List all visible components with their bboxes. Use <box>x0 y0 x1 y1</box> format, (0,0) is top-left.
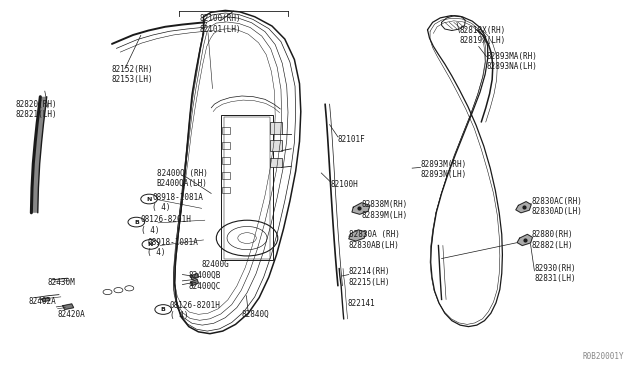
Text: 82830AC(RH)
82830AD(LH): 82830AC(RH) 82830AD(LH) <box>531 197 582 216</box>
Text: 82400QB
82400QC: 82400QB 82400QC <box>189 271 221 291</box>
Bar <box>222 172 230 179</box>
Text: 82893M(RH)
82893N(LH): 82893M(RH) 82893N(LH) <box>420 160 467 179</box>
Polygon shape <box>349 230 366 241</box>
Polygon shape <box>63 304 74 310</box>
Bar <box>270 140 282 151</box>
Text: 82100(RH)
82101(LH): 82100(RH) 82101(LH) <box>200 15 242 34</box>
Bar <box>222 142 230 149</box>
Text: 82152(RH)
82153(LH): 82152(RH) 82153(LH) <box>112 65 154 84</box>
Text: 08126-8201H
( 4): 08126-8201H ( 4) <box>170 301 220 320</box>
Polygon shape <box>516 202 531 213</box>
Text: 82930(RH)
82831(LH): 82930(RH) 82831(LH) <box>534 264 576 283</box>
Bar <box>222 157 230 164</box>
Text: 08918-1081A
( 4): 08918-1081A ( 4) <box>147 238 198 257</box>
Text: 82840Q: 82840Q <box>242 310 269 319</box>
Polygon shape <box>517 234 532 246</box>
Text: 82214(RH)
82215(LH): 82214(RH) 82215(LH) <box>349 267 390 287</box>
Polygon shape <box>352 203 370 214</box>
Text: B: B <box>161 307 166 312</box>
Bar <box>224 117 270 259</box>
Text: 822141: 822141 <box>348 299 375 308</box>
Text: 82100H: 82100H <box>331 180 358 189</box>
Bar <box>270 122 282 134</box>
Bar <box>221 115 273 260</box>
Text: 82838M(RH)
82839M(LH): 82838M(RH) 82839M(LH) <box>362 201 408 220</box>
Text: 08126-8201H
( 4): 08126-8201H ( 4) <box>141 215 191 235</box>
Text: 82400G: 82400G <box>202 260 229 269</box>
Text: R0B20001Y: R0B20001Y <box>582 352 624 361</box>
Text: N: N <box>148 242 153 247</box>
Bar <box>222 187 230 193</box>
Polygon shape <box>31 97 47 213</box>
Bar <box>222 127 230 134</box>
Polygon shape <box>191 279 198 286</box>
Polygon shape <box>42 298 50 302</box>
Text: 82893MA(RH)
82893NA(LH): 82893MA(RH) 82893NA(LH) <box>486 52 537 71</box>
Text: 82830A (RH)
82830AB(LH): 82830A (RH) 82830AB(LH) <box>349 230 399 250</box>
Text: N: N <box>147 196 152 202</box>
Text: 82880(RH)
82882(LH): 82880(RH) 82882(LH) <box>531 230 573 250</box>
Text: 82420A: 82420A <box>58 310 85 319</box>
Polygon shape <box>191 273 198 280</box>
Text: 82430M: 82430M <box>48 278 76 287</box>
Text: 82402A: 82402A <box>29 297 56 306</box>
Text: 82400Q (RH)
B2400QA(LH): 82400Q (RH) B2400QA(LH) <box>157 169 207 188</box>
Text: 82101F: 82101F <box>338 135 365 144</box>
Text: B: B <box>134 219 139 225</box>
Text: 82818X(RH)
82819X(LH): 82818X(RH) 82819X(LH) <box>460 26 506 45</box>
Text: 82820(RH)
82821(LH): 82820(RH) 82821(LH) <box>16 100 58 119</box>
Text: 08918-1081A
( 4): 08918-1081A ( 4) <box>152 193 203 212</box>
Bar <box>270 158 282 167</box>
